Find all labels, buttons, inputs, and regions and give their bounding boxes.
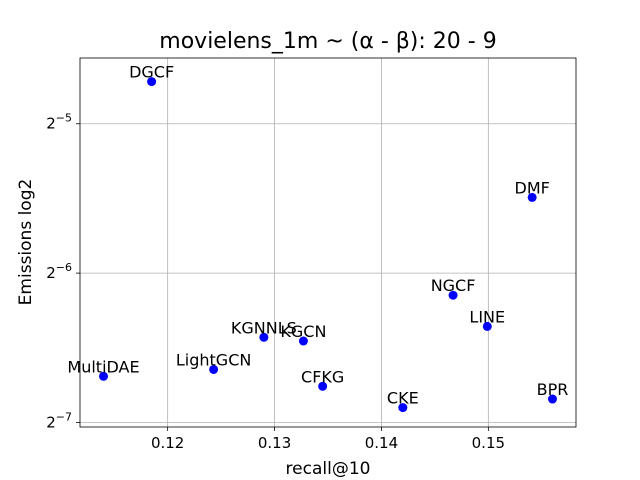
x-tick-label: 0.12 (151, 434, 184, 452)
chart-title: movielens_1m ~ (α - β): 20 - 9 (159, 29, 496, 54)
x-tick-label: 0.13 (258, 434, 291, 452)
data-point (482, 321, 492, 331)
data-point (298, 336, 308, 346)
x-tick-label: 0.14 (365, 434, 398, 452)
data-point-label: CFKG (301, 367, 344, 386)
y-tick-label: 2−6 (46, 261, 72, 282)
data-points (99, 77, 557, 413)
y-tick-label: 2−7 (46, 410, 72, 431)
grid (80, 58, 576, 427)
x-tick-label: 0.15 (472, 434, 505, 452)
data-point-label: LINE (469, 307, 505, 326)
data-point (259, 332, 269, 342)
data-point (527, 192, 537, 202)
data-point (398, 403, 408, 413)
data-point-label: KGCN (280, 322, 326, 341)
data-point (209, 364, 219, 374)
y-axis-label: Emissions log2 (16, 179, 36, 306)
data-point-label: NGCF (431, 276, 476, 295)
data-point-label: CKE (387, 389, 419, 408)
data-point (99, 371, 109, 381)
y-axis-ticks: 2−7 2−6 2−5 (46, 112, 80, 431)
data-point (448, 290, 458, 300)
data-point-label: DMF (515, 178, 550, 197)
x-axis-label: recall@10 (286, 459, 371, 479)
data-point-label: DGCF (129, 63, 174, 82)
data-point (547, 394, 557, 404)
data-point-label: MultiDAE (67, 357, 139, 376)
x-axis-ticks: 0.12 0.13 0.14 0.15 (151, 427, 505, 452)
data-point-label: BPR (537, 380, 569, 399)
data-point (318, 381, 328, 391)
plot-frame (79, 57, 577, 428)
data-point-label: KGNNLS (231, 318, 297, 337)
y-tick-label: 2−5 (46, 112, 72, 133)
data-point (147, 77, 157, 87)
data-point-label: LightGCN (176, 350, 251, 369)
